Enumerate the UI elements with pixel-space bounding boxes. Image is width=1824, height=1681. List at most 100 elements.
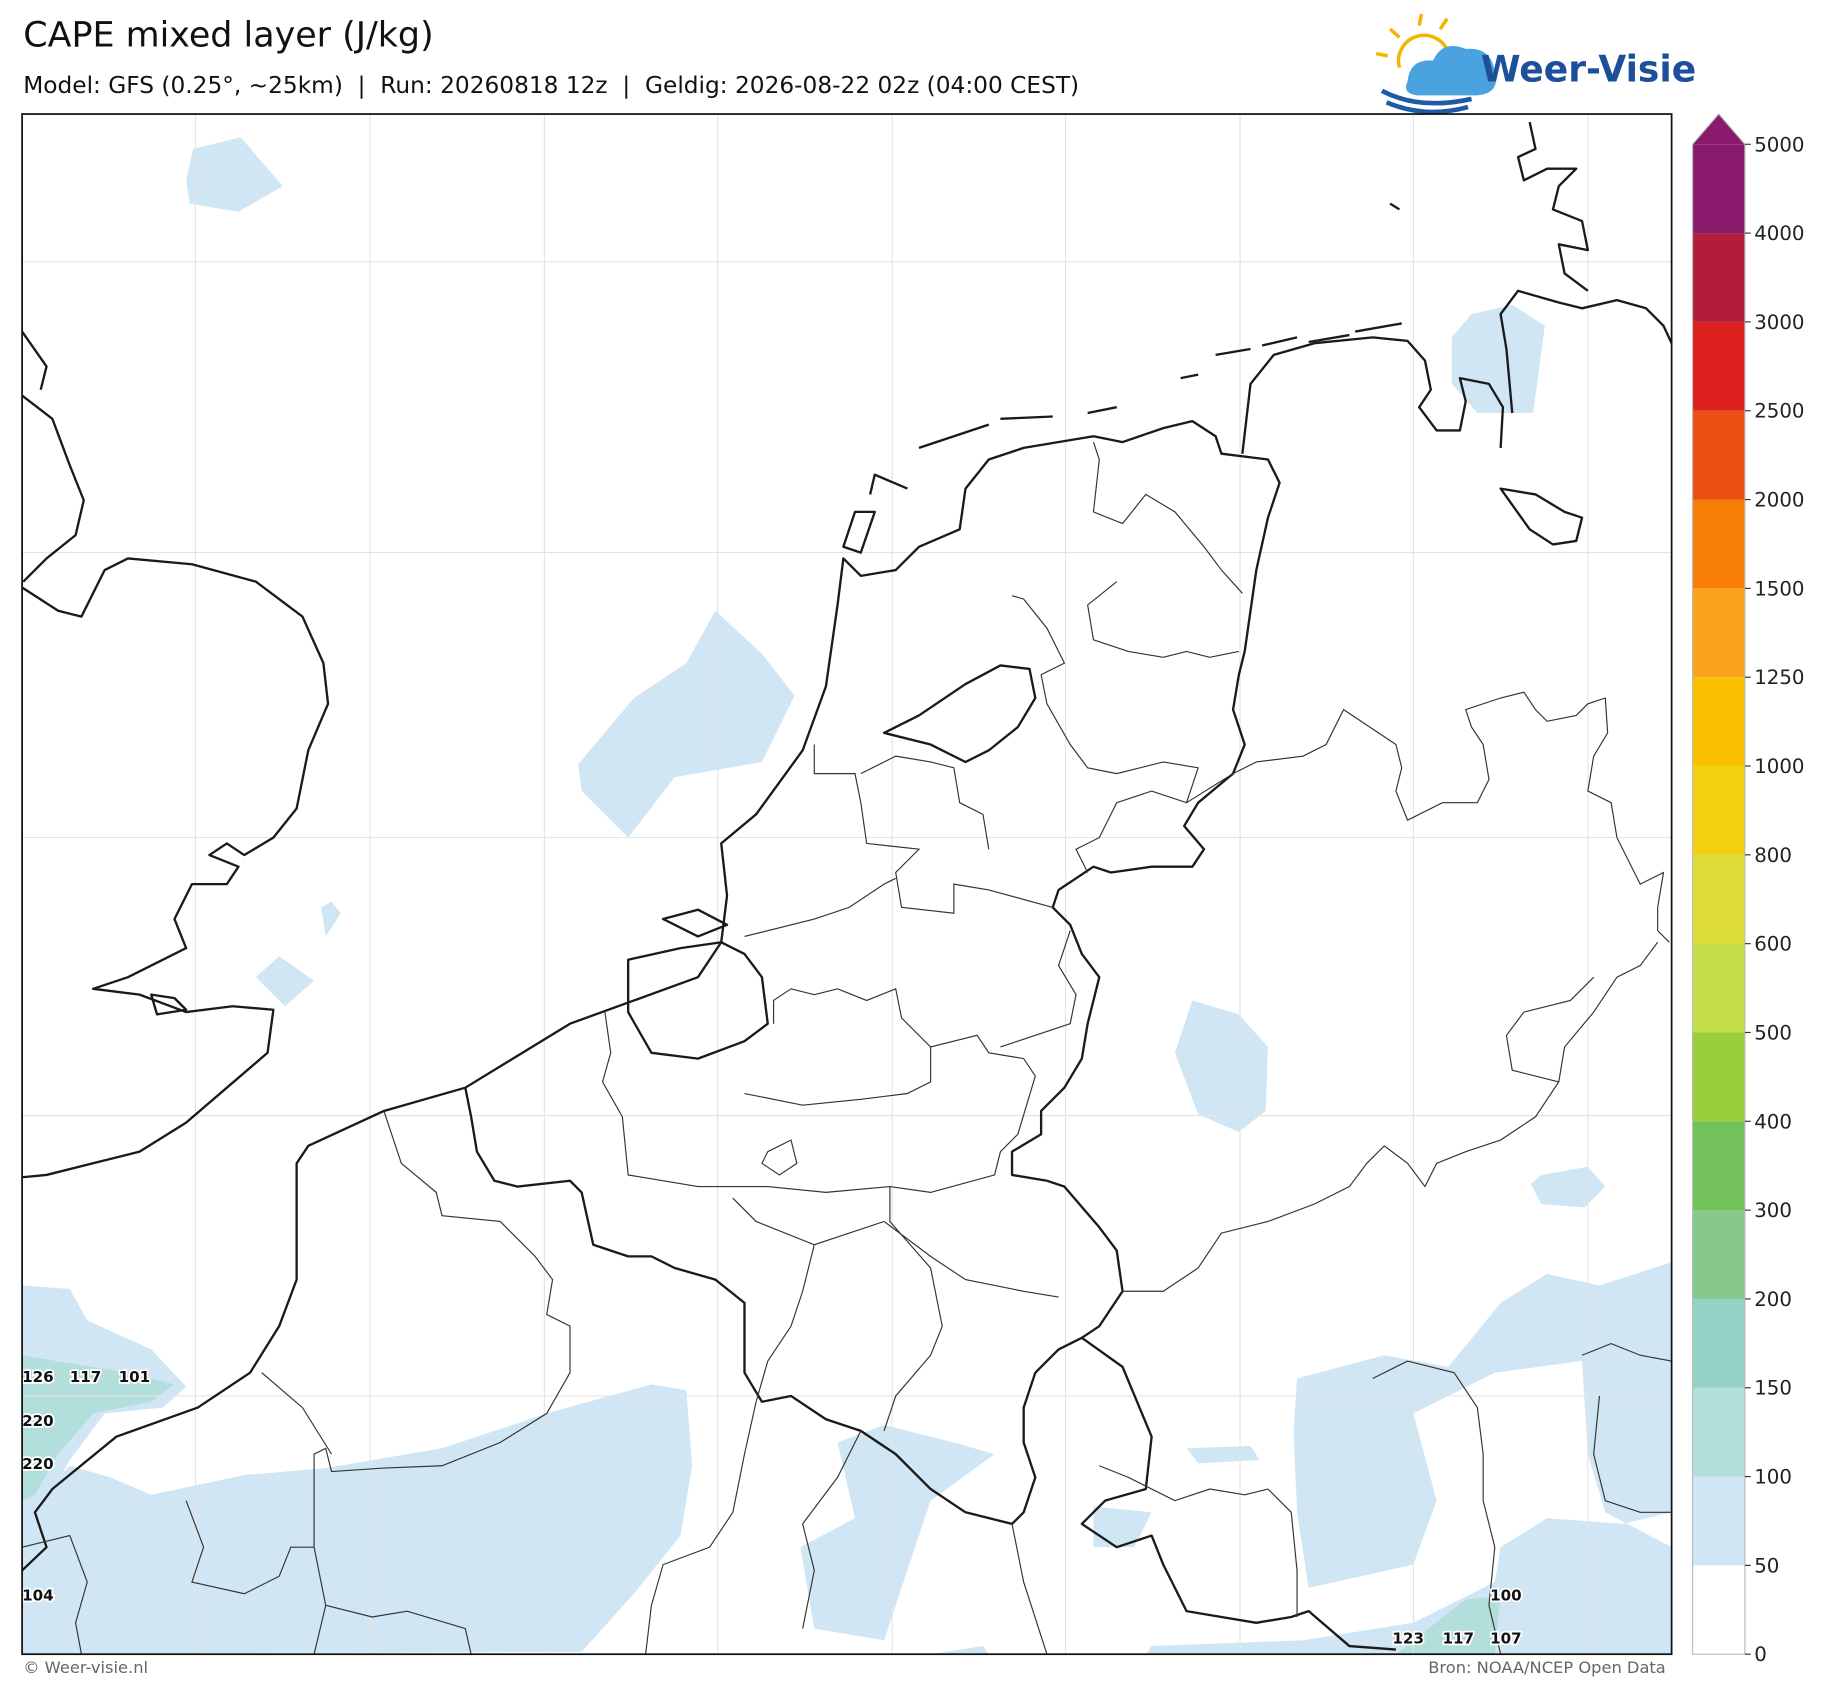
colorbar-segment	[1692, 766, 1745, 855]
value-labels: 126 117 101 220 220 104 100 123 117 107	[20, 1366, 1523, 1649]
colorbar-tick-label: 0	[1754, 1643, 1767, 1666]
colorbar-tick-label: 1250	[1754, 666, 1804, 689]
sun-ray	[1438, 17, 1449, 31]
value-label: 100	[1490, 1587, 1522, 1605]
cape-area	[578, 610, 795, 838]
border	[1186, 691, 1670, 943]
colorbar-tick-label: 5000	[1754, 133, 1804, 156]
value-label: 126	[22, 1368, 54, 1386]
sun-ray	[1388, 27, 1401, 39]
coastline	[627, 908, 769, 1060]
coastline	[1241, 121, 1673, 454]
value-label: 220	[22, 1412, 54, 1430]
cape-area	[1145, 1262, 1672, 1655]
border	[313, 1110, 571, 1655]
value-label: 104	[22, 1587, 54, 1605]
colorbar-segment	[1692, 677, 1745, 767]
coastline	[21, 419, 1281, 1572]
borders	[21, 441, 1672, 1655]
logo-waves	[1380, 88, 1473, 115]
colorbar-outline	[1691, 113, 1746, 1655]
colorbar-segment	[1692, 1298, 1745, 1388]
colorbar-segment	[1692, 588, 1745, 678]
colorbar-tick-label: 400	[1754, 1110, 1792, 1133]
colorbar-tick-label: 100	[1754, 1466, 1792, 1489]
map-frame	[21, 113, 1673, 1656]
logo: Weer-Visie	[1375, 13, 1696, 115]
cape-area	[186, 137, 283, 212]
colorbar-segment	[1692, 1565, 1745, 1655]
footer-credit: © Weer-visie.nl	[23, 1658, 148, 1677]
colorbar-tick-label: 4000	[1754, 222, 1804, 245]
colorbar-tick-label: 500	[1754, 1021, 1792, 1044]
sun-ray	[1375, 51, 1389, 58]
cape-area	[930, 1646, 989, 1655]
logo-cloud	[1405, 46, 1496, 96]
cape-area	[22, 1384, 693, 1655]
colorbar-tick-label: 1500	[1754, 577, 1804, 600]
border	[261, 1046, 1059, 1455]
border	[601, 988, 1036, 1193]
colorbar-segment	[1692, 233, 1745, 322]
coastline	[21, 557, 330, 1179]
colorbar-tick-label: 200	[1754, 1288, 1792, 1311]
colorbar-tick-label: 2000	[1754, 489, 1804, 512]
colorbar-tick-label: 150	[1754, 1377, 1792, 1400]
cape-area	[1186, 1445, 1260, 1464]
colorbar-segment	[1692, 1476, 1745, 1566]
colorbar-segment	[1692, 410, 1745, 500]
sun-arc	[1396, 33, 1450, 68]
sun-ray	[1417, 13, 1424, 26]
coastline	[1499, 487, 1584, 546]
cape-area	[321, 901, 341, 937]
title: CAPE mixed layer (J/kg)	[23, 16, 433, 56]
cape-area	[1530, 1166, 1606, 1208]
colorbar-segment	[1692, 1121, 1745, 1211]
coastline	[21, 330, 85, 583]
colorbar-tick-label: 800	[1754, 844, 1792, 867]
value-label: 101	[119, 1368, 151, 1386]
subtitle: Model: GFS (0.25°, ~25km) | Run: 2026081…	[23, 72, 1079, 99]
colorbar-segment	[1692, 943, 1745, 1033]
colorbar-tick-label: 300	[1754, 1199, 1792, 1222]
value-label: 117	[1442, 1630, 1474, 1648]
cape-area	[1395, 1596, 1501, 1655]
colorbar-segment	[1692, 499, 1745, 589]
logo-text: Weer-Visie	[1481, 48, 1696, 90]
colorbar-segment	[1692, 321, 1745, 411]
cape-area	[1093, 1506, 1152, 1548]
border	[645, 1342, 1672, 1655]
colorbar-tick-label: 3000	[1754, 311, 1804, 334]
colorbar-tick-label: 1000	[1754, 755, 1804, 778]
value-label: 220	[22, 1455, 54, 1473]
cape-area	[800, 1425, 995, 1641]
border	[744, 441, 1243, 938]
colorbar: 0 50 100 150 200 300 400 500 600 800 1000 1250 1500 2…	[1691, 113, 1805, 1666]
logo-sun	[1375, 13, 1450, 68]
value-label: 123	[1392, 1630, 1424, 1648]
coastline	[882, 664, 1037, 764]
colorbar-tick-label: 50	[1754, 1554, 1779, 1577]
cape-area	[1451, 304, 1545, 413]
coastline	[150, 993, 188, 1016]
colorbar-segment	[1692, 854, 1745, 944]
colorbar-tick-label: 2500	[1754, 400, 1804, 423]
cape-area	[255, 956, 315, 1007]
colorbar-segment	[1692, 1032, 1745, 1122]
colorbar-extend-arrow	[1692, 114, 1745, 145]
value-label: 117	[70, 1368, 102, 1386]
coastline	[842, 202, 1402, 554]
cape-areas	[22, 137, 1672, 1655]
cape-area	[22, 1355, 175, 1501]
colorbar-tick-label: 600	[1754, 933, 1792, 956]
value-label: 107	[1490, 1630, 1522, 1648]
map-background	[22, 114, 1672, 1655]
colorbar-segment	[1692, 144, 1745, 234]
border	[21, 1500, 472, 1655]
border	[1000, 930, 1659, 1292]
colorbar-segment	[1692, 1210, 1745, 1299]
coastlines	[21, 121, 1673, 1651]
cape-area	[1174, 1000, 1268, 1132]
colorbar-segment	[1692, 1387, 1745, 1477]
